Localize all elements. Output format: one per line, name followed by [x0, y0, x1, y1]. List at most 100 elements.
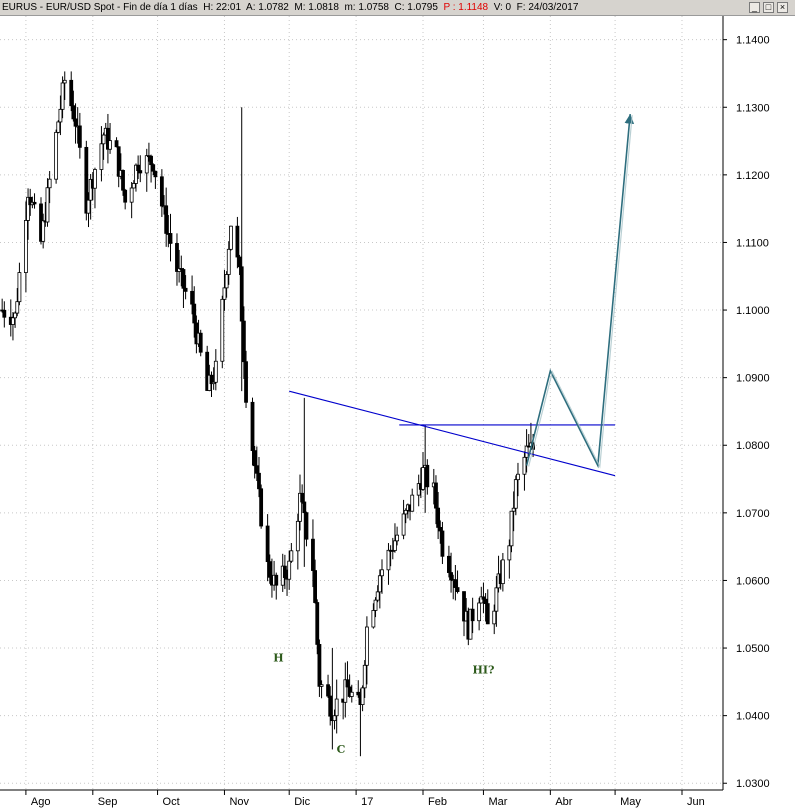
close-icon[interactable]: ×: [777, 2, 788, 13]
candle: [60, 76, 65, 119]
candle: [304, 511, 309, 547]
symbol-label: EURUS: [2, 2, 38, 13]
axes: 1.1400 1.1300 1.1200 1.1100 1.1000 1.0900 1.08…: [0, 16, 770, 808]
candle: [86, 192, 91, 228]
candle: [313, 559, 317, 604]
candle: [71, 90, 76, 122]
candle: [375, 585, 380, 603]
candle: [192, 286, 197, 338]
x-tick-label: Mar: [488, 796, 507, 808]
candle: [213, 349, 218, 391]
candle: [483, 593, 488, 622]
neckline-trendline: [289, 390, 616, 477]
candle: [254, 446, 259, 482]
candle: [511, 491, 516, 532]
candle: [455, 570, 460, 594]
candle: [149, 154, 153, 183]
candle: [274, 572, 279, 600]
candle: [311, 519, 315, 588]
trendlines: [289, 113, 635, 477]
candle: [334, 679, 339, 734]
candle: [15, 288, 20, 317]
candle: [235, 216, 240, 269]
x-tick-label: Sep: [98, 796, 118, 808]
candle: [211, 367, 216, 390]
candle: [362, 660, 367, 698]
candle: [28, 188, 33, 216]
candle: [101, 132, 106, 160]
candle: [179, 255, 184, 287]
maximize-icon[interactable]: □: [763, 2, 774, 13]
close-value: C: 1.0795: [394, 2, 438, 13]
candle: [32, 193, 37, 209]
candle: [500, 552, 505, 592]
candle: [58, 95, 63, 136]
date-value: F: 24/03/2017: [516, 2, 579, 13]
candle: [438, 520, 443, 544]
candle: [267, 554, 272, 584]
candle: [123, 188, 128, 210]
x-tick-label: May: [620, 796, 641, 808]
candle: [403, 508, 408, 524]
candle: [237, 254, 242, 275]
candle: [121, 169, 125, 196]
candle: [54, 129, 59, 184]
candle: [168, 213, 173, 262]
candle: [380, 559, 384, 594]
candle: [159, 169, 164, 217]
candle: [252, 445, 257, 479]
candle: [106, 113, 110, 164]
candle: [282, 554, 287, 590]
candle: [93, 167, 97, 209]
candle: [265, 514, 270, 582]
candle: [153, 170, 158, 189]
candle: [436, 491, 441, 540]
description-label: EUR/USD Spot: [45, 2, 115, 13]
minimize-icon[interactable]: _: [749, 2, 760, 13]
candle: [114, 137, 119, 148]
candle: [164, 187, 169, 247]
candle: [468, 608, 473, 640]
chart-title-bar: EURUS - EUR/USD Spot - Fin de día 1 días…: [0, 0, 795, 16]
x-tick-label: Ago: [31, 796, 51, 808]
y-tick-label: 1.1000: [736, 305, 770, 317]
candle: [360, 685, 365, 712]
candle: [259, 484, 264, 529]
candle: [205, 345, 210, 391]
candle: [226, 241, 231, 285]
candle: [416, 474, 421, 507]
candle: [470, 597, 475, 634]
annotation-label: H: [273, 652, 283, 665]
candle: [257, 456, 261, 498]
candle: [244, 350, 248, 408]
quote-info: EURUS - EUR/USD Spot - Fin de día 1 días…: [2, 2, 579, 13]
candle: [151, 163, 156, 175]
candle: [41, 213, 46, 249]
candle: [45, 178, 50, 227]
y-tick-label: 1.0300: [736, 778, 770, 790]
candle: [393, 523, 397, 553]
low-value: m: 1.0758: [344, 2, 389, 13]
y-tick-label: 1.0400: [736, 711, 770, 723]
x-tick-label: Dic: [294, 796, 310, 808]
y-tick-label: 1.1400: [736, 35, 770, 47]
high-value: H: 22:01: [203, 2, 242, 13]
candle: [513, 475, 518, 516]
candle: [13, 311, 18, 328]
candle: [373, 597, 378, 618]
candle: [73, 103, 78, 144]
candle: [395, 526, 400, 546]
candle: [477, 597, 482, 631]
candle: [410, 488, 415, 512]
y-tick-label: 1.1100: [736, 237, 769, 249]
candle: [401, 499, 406, 540]
candle: [134, 163, 138, 192]
candle: [343, 662, 348, 718]
x-tick-label: Feb: [428, 796, 447, 808]
period-label: Fin de día 1 días: [123, 2, 198, 13]
candle: [298, 474, 302, 531]
candle: [347, 674, 352, 698]
y-tick-label: 1.0500: [736, 643, 770, 655]
candle: [222, 269, 227, 311]
